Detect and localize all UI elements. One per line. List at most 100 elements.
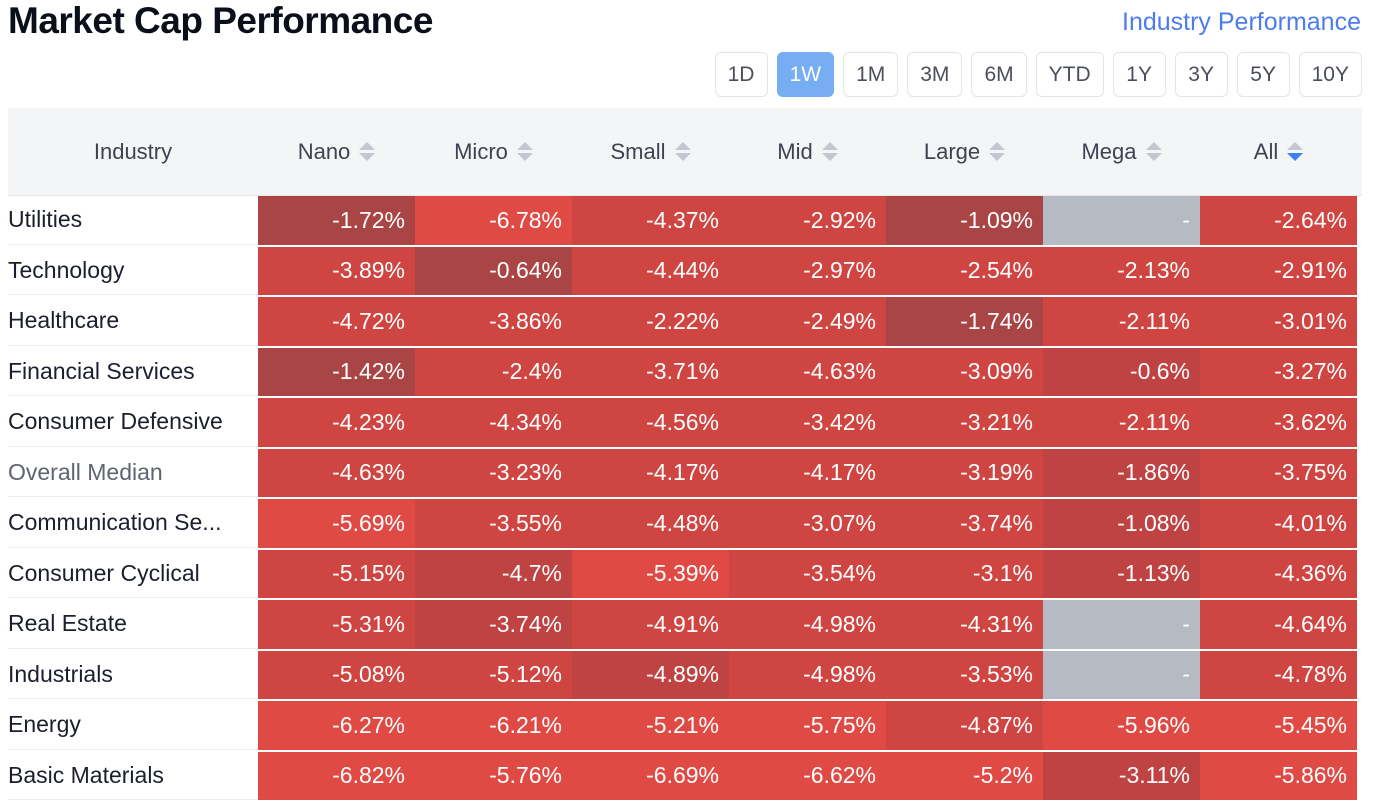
period-button-1d[interactable]: 1D [714,52,768,97]
performance-cell: -5.15% [258,549,415,598]
sort-icon[interactable] [821,142,838,161]
performance-cell: -3.09% [886,347,1043,396]
performance-cell: -3.54% [729,549,886,598]
performance-cell: -2.91% [1200,246,1357,295]
industry-name: Industrials [8,651,258,699]
column-header-large[interactable]: Large [886,108,1043,195]
performance-cell: -2.64% [1200,196,1357,245]
performance-cell: -3.62% [1200,398,1357,447]
column-header-all[interactable]: All [1200,108,1357,195]
performance-cell: -4.98% [729,650,886,699]
performance-cell: -0.6% [1043,347,1200,396]
column-header-mid[interactable]: Mid [729,108,886,195]
performance-cell: -1.74% [886,297,1043,346]
performance-cell: -1.42% [258,347,415,396]
sort-up-arrow-icon [359,142,376,150]
period-button-ytd[interactable]: YTD [1035,52,1104,97]
industry-name: Communication Se... [8,499,258,548]
page-title: Market Cap Performance [8,0,433,41]
period-button-10y[interactable]: 10Y [1298,52,1362,97]
column-header-label: Industry [93,138,173,164]
sort-up-arrow-icon [516,142,533,150]
period-button-3y[interactable]: 3Y [1174,52,1228,97]
performance-cell: -2.97% [729,246,886,295]
performance-cell: -3.11% [1043,751,1200,800]
column-header-industry[interactable]: Industry [8,108,258,195]
performance-cell: -4.64% [1200,600,1357,649]
performance-cell: -4.48% [572,499,729,548]
sort-icon[interactable] [359,142,376,161]
sort-icon[interactable] [516,142,533,161]
sort-down-arrow-icon [989,153,1006,161]
period-button-6m[interactable]: 6M [971,52,1027,97]
performance-cell: -4.56% [572,398,729,447]
performance-cell: -5.12% [415,650,572,699]
performance-cell: -1.13% [1043,549,1200,598]
performance-cell: -6.69% [572,751,729,800]
sort-icon[interactable] [989,142,1006,161]
sort-down-arrow-icon [1145,153,1162,161]
industry-performance-link[interactable]: Industry Performance [1122,8,1361,36]
column-header-label: Large [923,138,981,164]
period-button-1w[interactable]: 1W [776,52,835,97]
performance-cell: -4.37% [572,196,729,245]
column-header-label: All [1253,138,1279,164]
period-button-5y[interactable]: 5Y [1236,52,1290,97]
performance-cell: -4.7% [415,549,572,598]
industry-name: Basic Materials [8,752,258,800]
performance-cell: -3.07% [729,499,886,548]
performance-cell: -4.44% [572,246,729,295]
performance-cell: -6.27% [258,701,415,750]
table-row: Utilities -1.72% -6.78% -4.37% -2.92% -1.09% -… [8,196,1362,247]
industry-name: Utilities [8,196,258,245]
performance-cell: -4.87% [886,701,1043,750]
sort-icon[interactable] [1145,142,1162,161]
performance-cell: -4.36% [1200,549,1357,598]
performance-cell: -6.78% [415,196,572,245]
period-button-1y[interactable]: 1Y [1112,52,1166,97]
performance-cell: -4.17% [572,448,729,497]
industry-name: Overall Median [8,449,258,497]
column-header-nano[interactable]: Nano [258,108,415,195]
performance-cell: -3.27% [1200,347,1357,396]
performance-cell: -4.91% [572,600,729,649]
industry-name: Financial Services [8,348,258,396]
performance-cell: -4.23% [258,398,415,447]
performance-cell: -3.74% [886,499,1043,548]
column-header-small[interactable]: Small [572,108,729,195]
table-row: Overall Median -4.63% -3.23% -4.17% -4.17% -3… [8,448,1362,499]
column-header-mega[interactable]: Mega [1043,108,1200,195]
performance-cell: -2.13% [1043,246,1200,295]
performance-cell: -2.22% [572,297,729,346]
table-row: Communication Se... -5.69% -3.55% -4.48% -3.… [8,499,1362,550]
performance-cell: -4.31% [886,600,1043,649]
performance-cell: -5.08% [258,650,415,699]
performance-cell: -4.63% [258,448,415,497]
column-header-label: Mid [777,138,813,164]
performance-cell: -3.55% [415,499,572,548]
performance-cell: -2.49% [729,297,886,346]
performance-cell: -4.63% [729,347,886,396]
performance-cell: -5.2% [886,751,1043,800]
table-header: Industry Nano Micro Small Mid Large Mega All [8,108,1362,196]
table-row: Technology -3.89% -0.64% -4.44% -2.97% -2.54%… [8,246,1362,297]
sort-up-arrow-icon [821,142,838,150]
column-header-micro[interactable]: Micro [415,108,572,195]
sort-up-arrow-icon [1145,142,1162,150]
sort-down-arrow-icon [516,153,533,161]
performance-cell: -3.19% [886,448,1043,497]
period-button-3m[interactable]: 3M [907,52,963,97]
performance-cell: -4.17% [729,448,886,497]
sort-icon[interactable] [674,142,691,161]
sort-down-arrow-icon [1287,153,1304,161]
performance-cell: -3.21% [886,398,1043,447]
performance-cell: -3.86% [415,297,572,346]
performance-cell: -4.34% [415,398,572,447]
industry-name: Consumer Defensive [8,398,258,447]
sort-down-arrow-icon [674,153,691,161]
sort-icon[interactable] [1287,142,1304,161]
table-row: Consumer Defensive -4.23% -4.34% -4.56% -3.4… [8,398,1362,449]
sort-up-arrow-icon [989,142,1006,150]
performance-table: Industry Nano Micro Small Mid Large Mega All Ut… [8,108,1362,802]
period-button-1m[interactable]: 1M [843,52,899,97]
